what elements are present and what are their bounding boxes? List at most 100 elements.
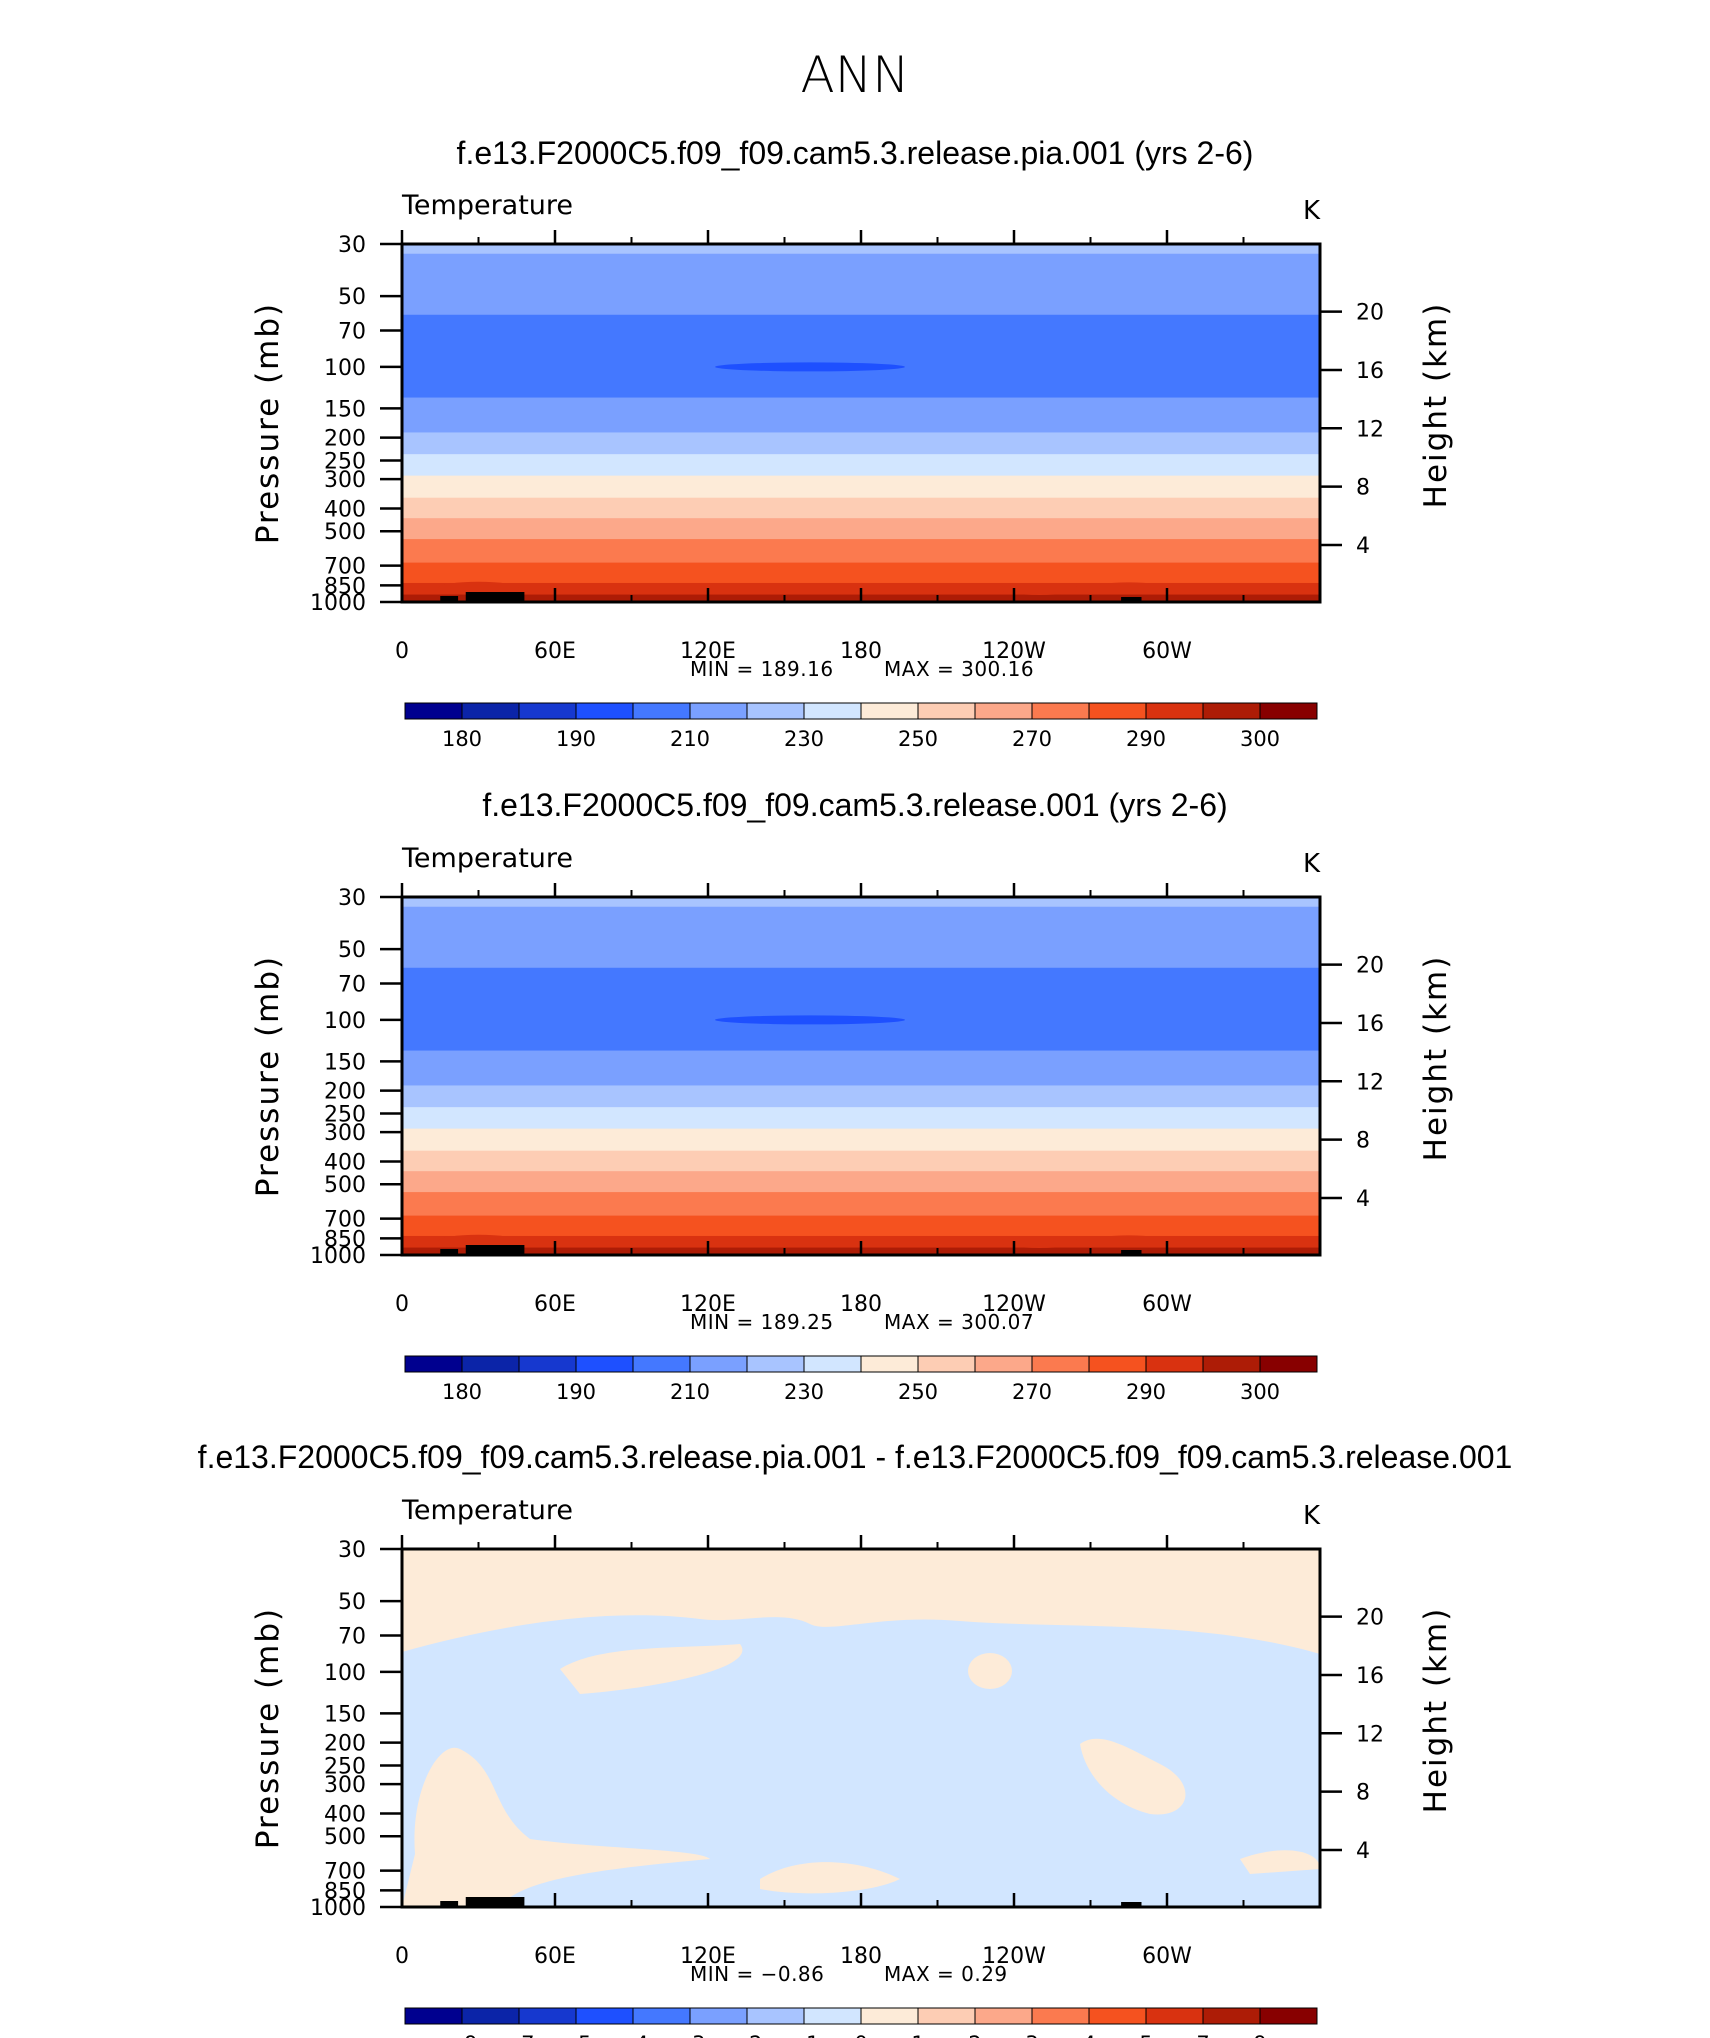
colorbar-swatch bbox=[1145, 2007, 1204, 2025]
y-right-tick-label: 4 bbox=[1356, 1187, 1370, 1212]
y-right-axis-label: Height (km) bbox=[1418, 1607, 1454, 1814]
x-tick-label: 60W bbox=[1142, 1944, 1192, 1969]
x-tick-label: 180 bbox=[840, 1944, 882, 1969]
x-tick-label: 60W bbox=[1142, 639, 1192, 664]
contour-band bbox=[402, 518, 1320, 544]
colorbar-label: −1 bbox=[789, 2032, 820, 2038]
y-right-tick-label: 12 bbox=[1356, 417, 1384, 442]
x-tick-label: 120E bbox=[680, 1944, 736, 1969]
positive-region bbox=[402, 1549, 1320, 1654]
positive-region bbox=[760, 1862, 900, 1894]
y-right-tick-label: 12 bbox=[1356, 1722, 1384, 1747]
contour-field bbox=[402, 897, 1320, 1255]
panel-title: f.e13.F2000C5.f09_f09.cam5.3.release.pia… bbox=[198, 1439, 1513, 1475]
max-label: MAX = 300.16 bbox=[884, 657, 1034, 681]
colorbar-swatch bbox=[1031, 1355, 1090, 1373]
colorbar-swatch bbox=[746, 2007, 805, 2025]
y-tick-label: 300 bbox=[324, 468, 366, 493]
max-label: MAX = 300.07 bbox=[884, 1310, 1034, 1334]
colorbar-label: 230 bbox=[784, 1380, 824, 1404]
topography bbox=[1121, 1250, 1142, 1255]
y-tick-label: 300 bbox=[324, 1121, 366, 1146]
y-right-tick-label: 4 bbox=[1356, 1839, 1370, 1864]
colorbar-swatch bbox=[974, 702, 1033, 720]
contour-band bbox=[402, 539, 1320, 567]
colorbar-swatch bbox=[974, 2007, 1033, 2025]
colorbar-swatch bbox=[1202, 702, 1261, 720]
colorbar-label: 300 bbox=[1240, 1380, 1280, 1404]
positive-region bbox=[560, 1644, 743, 1694]
units-label: K bbox=[1303, 849, 1321, 879]
contour-band bbox=[402, 906, 1320, 972]
y-right-tick-label: 4 bbox=[1356, 534, 1370, 559]
colorbar-swatch bbox=[404, 1355, 463, 1373]
contour-band bbox=[402, 497, 1320, 523]
x-tick-label: 120W bbox=[982, 639, 1046, 664]
colorbar-label: 230 bbox=[784, 727, 824, 751]
colorbar-swatch bbox=[689, 2007, 748, 2025]
y-right-tick-label: 8 bbox=[1356, 476, 1370, 501]
colorbar-swatch bbox=[461, 1355, 520, 1373]
x-tick-label: 120E bbox=[680, 639, 736, 664]
colorbar-label: −9 bbox=[447, 2032, 478, 2038]
y-tick-label: 700 bbox=[324, 1208, 366, 1233]
colorbar-label: 7 bbox=[1196, 2032, 1209, 2038]
y-tick-label: 500 bbox=[324, 1173, 366, 1198]
y-tick-label: 70 bbox=[338, 1625, 366, 1650]
colorbar-swatch bbox=[1259, 702, 1318, 720]
variable-label: Temperature bbox=[401, 843, 573, 874]
y-tick-label: 50 bbox=[338, 938, 366, 963]
colorbar-label: 9 bbox=[1253, 2032, 1266, 2038]
colorbar-swatch bbox=[974, 1355, 1033, 1373]
y-tick-label: 1000 bbox=[310, 1244, 366, 1269]
x-tick-label: 180 bbox=[840, 1292, 882, 1317]
colorbar-label: 190 bbox=[556, 727, 596, 751]
contour-band bbox=[402, 397, 1320, 437]
surface-anomaly bbox=[999, 582, 1080, 595]
y-tick-label: 150 bbox=[324, 1050, 366, 1075]
y-tick-label: 300 bbox=[324, 1773, 366, 1798]
y-axis-label: Pressure (mb) bbox=[250, 1607, 286, 1849]
colorbar-swatch bbox=[1088, 1355, 1147, 1373]
contour-band bbox=[402, 1050, 1320, 1090]
y-tick-label: 250 bbox=[324, 449, 366, 474]
panel-title: f.e13.F2000C5.f09_f09.cam5.3.release.pia… bbox=[457, 135, 1254, 171]
colorbar-label: 270 bbox=[1012, 1380, 1052, 1404]
surface-anomaly bbox=[438, 1234, 519, 1247]
y-tick-label: 100 bbox=[324, 1009, 366, 1034]
colorbar-swatch bbox=[746, 702, 805, 720]
colorbar-swatch bbox=[917, 2007, 976, 2025]
colorbar-label: −2 bbox=[732, 2032, 763, 2038]
colorbar-label: 3 bbox=[1025, 2032, 1038, 2038]
positive-region bbox=[968, 1653, 1012, 1689]
y-right-tick-label: 16 bbox=[1356, 359, 1384, 384]
colorbar-swatch bbox=[632, 2007, 691, 2025]
cold-core bbox=[715, 362, 905, 372]
y-right-axis-label: Height (km) bbox=[1418, 955, 1454, 1162]
colorbar-swatch bbox=[518, 2007, 577, 2025]
colorbar-label: 300 bbox=[1240, 727, 1280, 751]
y-tick-label: 250 bbox=[324, 1754, 366, 1779]
y-right-tick-label: 8 bbox=[1356, 1129, 1370, 1154]
colorbar-label: 250 bbox=[898, 1380, 938, 1404]
surface-anomaly bbox=[1088, 582, 1169, 595]
colorbar-swatch bbox=[1031, 702, 1090, 720]
y-right-tick-label: 12 bbox=[1356, 1070, 1384, 1095]
y-tick-label: 850 bbox=[324, 1227, 366, 1252]
cold-core bbox=[715, 1015, 905, 1025]
colorbar-label: 180 bbox=[442, 1380, 482, 1404]
colorbar-label: 290 bbox=[1126, 1380, 1166, 1404]
y-tick-label: 200 bbox=[324, 1080, 366, 1105]
contour-band bbox=[402, 475, 1320, 502]
colorbar-swatch bbox=[575, 1355, 634, 1373]
y-tick-label: 100 bbox=[324, 356, 366, 381]
contour-band bbox=[402, 1085, 1320, 1112]
panel-2: f.e13.F2000C5.f09_f09.cam5.3.release.pia… bbox=[198, 1439, 1513, 2038]
topography bbox=[440, 1901, 459, 1907]
colorbar-label: −4 bbox=[618, 2032, 649, 2038]
colorbar-swatch bbox=[404, 702, 463, 720]
contour-band bbox=[402, 432, 1320, 459]
colorbar-label: 0 bbox=[854, 2032, 867, 2038]
colorbar-swatch bbox=[1145, 702, 1204, 720]
